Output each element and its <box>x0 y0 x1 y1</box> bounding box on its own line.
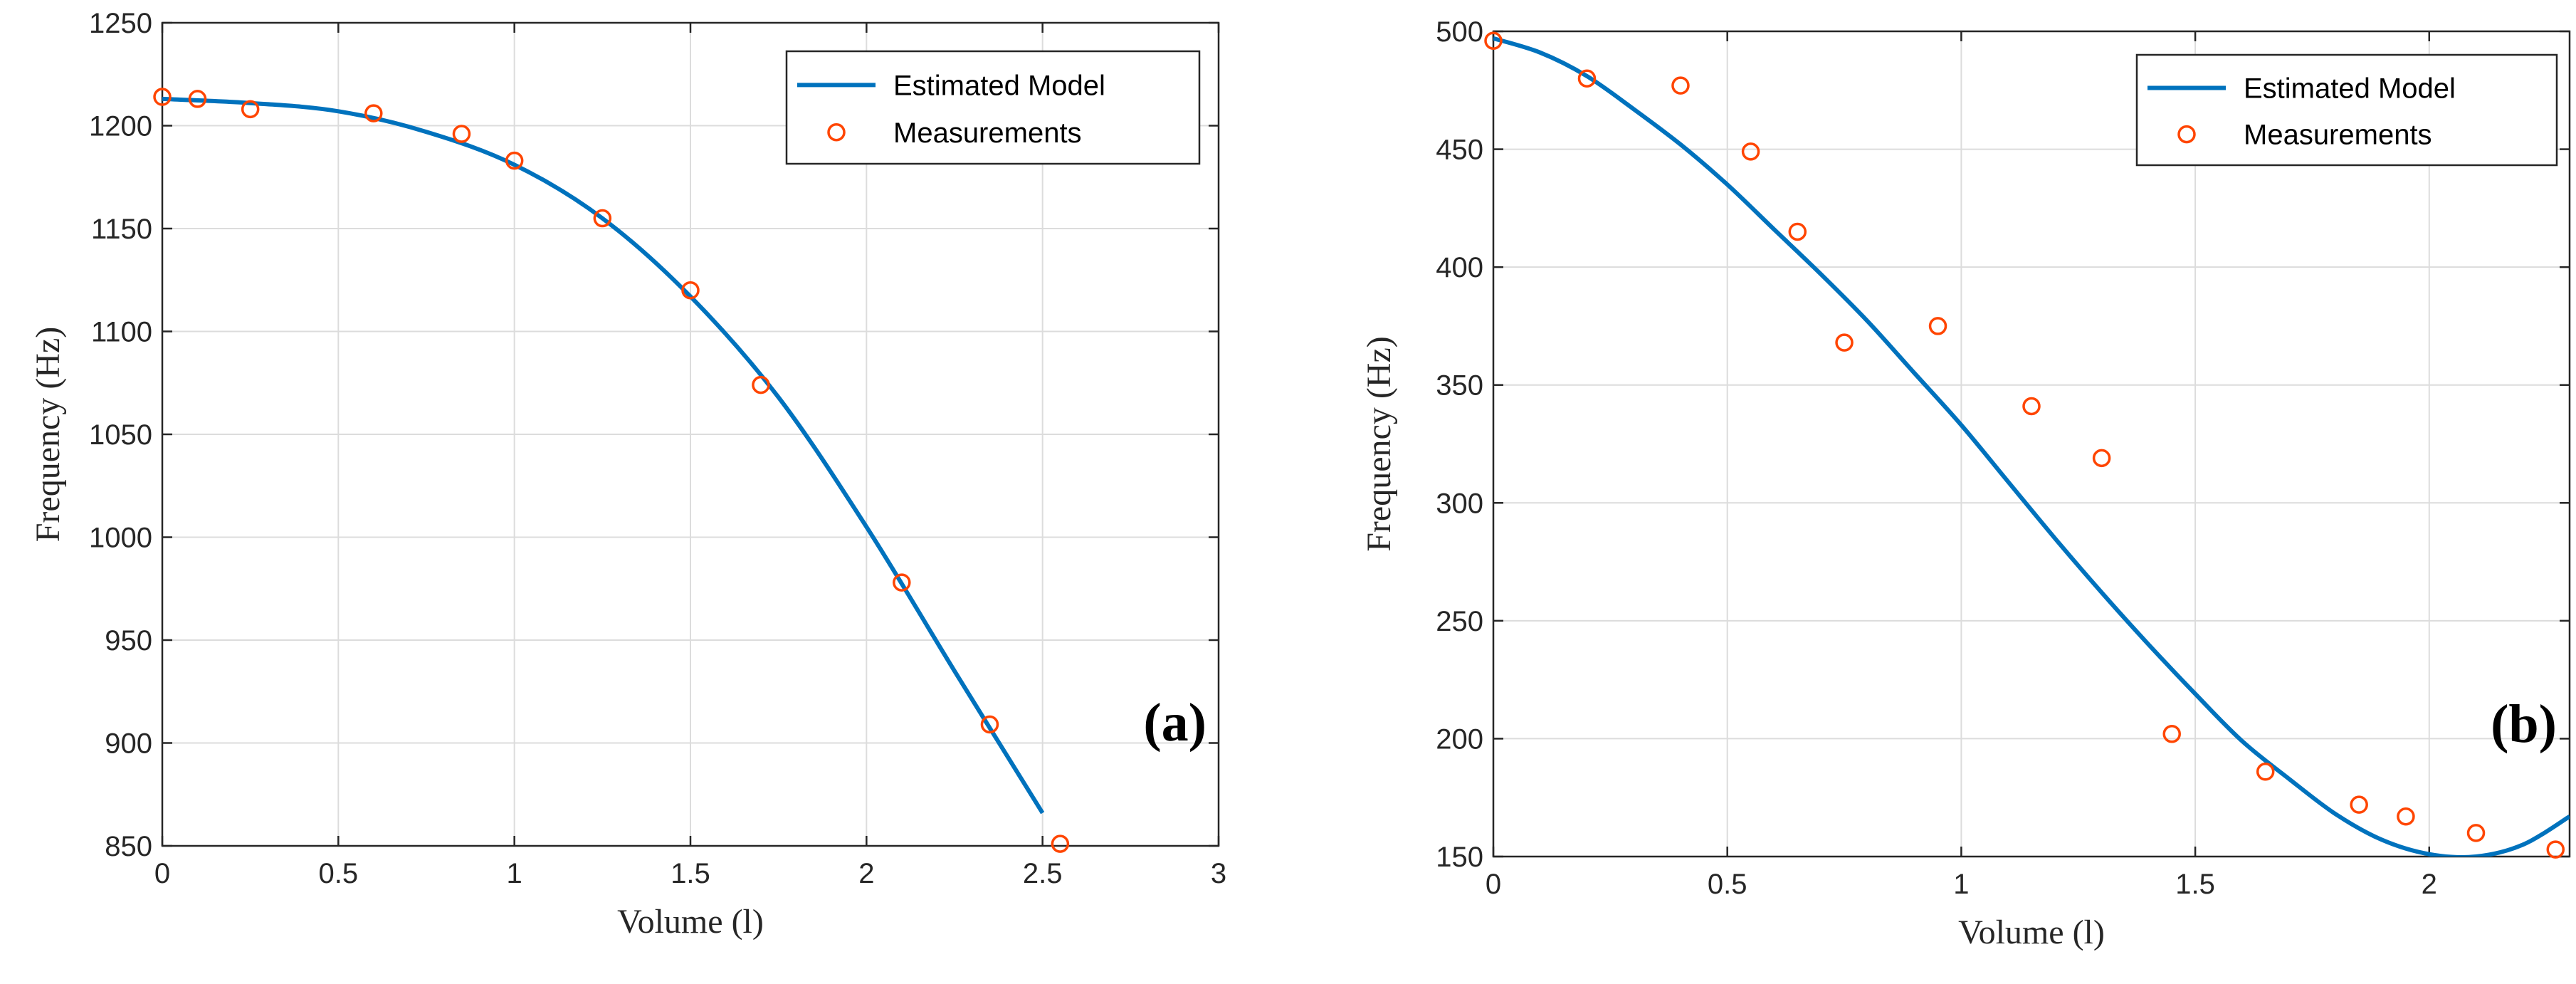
measurement-point <box>1928 317 1947 335</box>
measurement-point <box>1835 333 1854 352</box>
y-tick-label: 350 <box>1436 370 1483 402</box>
measurement-point <box>2256 763 2275 781</box>
y-axis-label: Frequency (Hz) <box>29 327 67 543</box>
legend-box <box>2135 53 2558 167</box>
x-tick-label: 0 <box>1486 869 1501 900</box>
measurement-point <box>241 100 260 119</box>
legend-label-estimated-model: Estimated Model <box>893 70 1105 101</box>
x-tick-label: 2 <box>2422 869 2437 900</box>
measurement-point <box>2092 449 2111 468</box>
y-tick-label: 1100 <box>91 317 152 348</box>
measurement-point <box>1484 31 1503 50</box>
plot-background <box>1493 31 2570 857</box>
legend-label-measurements: Measurements <box>893 117 1082 149</box>
panel-label: (a) <box>1143 693 1206 753</box>
x-tick-label: 3 <box>1211 858 1226 889</box>
measurement-point <box>153 88 172 106</box>
estimated-model-line <box>1493 36 2570 857</box>
measurement-point <box>2546 840 2565 859</box>
chart-panel-a: 0 0.5 1 1.5 2 2.5 3 850 900 950 1000 1050 1100 1150 12… <box>29 8 1226 941</box>
y-tick-label: 500 <box>1436 16 1483 48</box>
x-tick-label: 1.5 <box>2175 869 2215 900</box>
measurement-point <box>2022 397 2041 416</box>
measurement-point <box>980 715 999 734</box>
x-axis-label: Volume (l) <box>617 903 764 941</box>
measurement-point <box>1051 834 1070 853</box>
legend-measurement-swatch <box>2177 125 2196 144</box>
measurement-point <box>2350 795 2368 814</box>
measurement-point <box>1788 222 1807 241</box>
y-tick-label: 900 <box>105 728 152 760</box>
y-tick-label: 850 <box>105 831 152 862</box>
measurement-point <box>893 573 911 592</box>
measurement-point <box>681 281 700 300</box>
legend-label-estimated-model: Estimated Model <box>2244 73 2456 105</box>
axes-box <box>1492 30 2571 858</box>
y-tick-label: 400 <box>1436 252 1483 283</box>
y-tick-label: 1250 <box>89 8 152 39</box>
legend: Estimated Model Measurements <box>2135 53 2558 167</box>
legend-measurement-swatch <box>827 123 846 142</box>
y-tick-label: 1200 <box>89 111 152 142</box>
y-tick-label: 250 <box>1436 606 1483 637</box>
y-tick-label: 300 <box>1436 488 1483 519</box>
measurement-point <box>188 90 207 108</box>
measurement-point <box>1577 69 1597 88</box>
chart-panel-b: 0 0.5 1 1.5 2 150 200 250 300 350 400 450 500 Volume … <box>1360 16 2571 951</box>
y-tick-label: 150 <box>1436 842 1483 873</box>
y-tick-label: 1050 <box>89 419 152 451</box>
x-tick-label: 2.5 <box>1023 858 1063 889</box>
panel-label: (b) <box>2491 694 2557 754</box>
measurement-point <box>2466 824 2486 842</box>
measurement-point <box>452 125 471 143</box>
x-tick-label: 0 <box>154 858 170 889</box>
x-tick-label: 0.5 <box>319 858 359 889</box>
y-tick-label: 450 <box>1436 135 1483 166</box>
estimated-model-line <box>162 96 1045 815</box>
measurement-point <box>593 209 612 228</box>
legend-label-measurements: Measurements <box>2244 120 2432 151</box>
y-tick-label: 1000 <box>89 523 152 554</box>
measurement-point <box>1741 142 1760 161</box>
measurement-point <box>2397 807 2415 826</box>
y-tick-label: 200 <box>1436 723 1483 755</box>
measurement-point <box>505 151 524 170</box>
x-tick-label: 1 <box>507 858 522 889</box>
y-axis-label: Frequency (Hz) <box>1360 336 1398 552</box>
x-tick-label: 2 <box>858 858 874 889</box>
legend-box <box>785 50 1201 165</box>
measurement-point <box>364 104 383 122</box>
x-axis-label: Volume (l) <box>1958 914 2105 951</box>
y-tick-label: 950 <box>105 625 152 656</box>
legend: Estimated Model Measurements <box>785 50 1201 165</box>
x-tick-label: 0.5 <box>1708 869 1747 900</box>
y-tick-label: 1150 <box>91 214 152 245</box>
measurement-point <box>752 375 770 394</box>
measurement-point <box>2162 725 2181 743</box>
x-tick-label: 1.5 <box>671 858 710 889</box>
x-tick-label: 1 <box>1953 869 1969 900</box>
measurement-point <box>1671 76 1690 95</box>
